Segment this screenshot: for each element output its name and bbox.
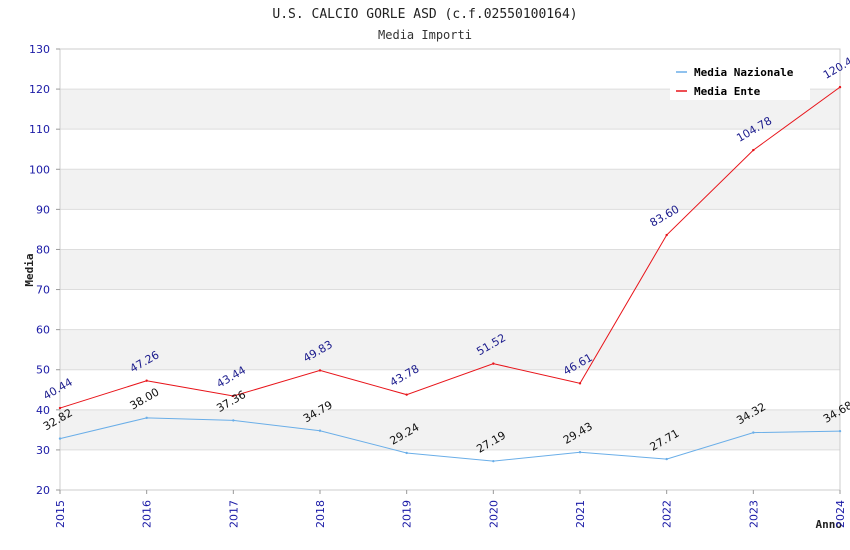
data-point-media-ente bbox=[578, 382, 582, 385]
series-lines bbox=[58, 85, 842, 463]
data-point-media-nazionale bbox=[58, 437, 62, 440]
data-point-media-ente bbox=[58, 406, 62, 410]
legend: Media Nazionale Media Ente bbox=[670, 60, 810, 100]
y-tick-label: 90 bbox=[36, 203, 50, 216]
data-point-media-ente bbox=[318, 369, 322, 372]
chart-title: U.S. CALCIO GORLE ASD (c.f.02550100164) bbox=[272, 7, 577, 22]
x-tick-label: 2020 bbox=[487, 500, 500, 528]
y-tick-label: 110 bbox=[29, 123, 50, 136]
data-point-media-nazionale bbox=[665, 457, 668, 461]
y-tick-label: 50 bbox=[36, 364, 50, 377]
y-tick-label: 130 bbox=[29, 43, 50, 56]
data-label-media-ente: 120.49 bbox=[821, 51, 850, 82]
data-point-media-ente bbox=[405, 393, 408, 396]
series-line-media-ente bbox=[59, 86, 841, 409]
x-axis-title: Anno bbox=[816, 518, 843, 531]
x-tick-label: 2021 bbox=[574, 500, 587, 528]
legend-label-media-nazionale: Media Nazionale bbox=[694, 66, 794, 79]
data-point-media-ente bbox=[232, 394, 235, 398]
y-tick-label: 60 bbox=[36, 324, 50, 337]
data-point-media-nazionale bbox=[405, 451, 408, 455]
grid-band bbox=[60, 329, 840, 370]
y-tick-label: 100 bbox=[29, 163, 50, 176]
data-point-media-nazionale bbox=[752, 431, 755, 434]
x-tick-label: 2015 bbox=[54, 500, 67, 528]
x-tick-label: 2024 bbox=[834, 500, 847, 528]
y-axis-title: Media bbox=[23, 253, 36, 286]
data-point-media-ente bbox=[492, 362, 495, 365]
y-axis-ticks: 20 30 40 50 60 70 80 90 100 110 120 130 bbox=[29, 43, 60, 497]
x-tick-label: 2019 bbox=[401, 500, 414, 528]
data-point-media-nazionale bbox=[492, 459, 495, 463]
y-tick-label: 20 bbox=[36, 484, 50, 497]
grid-band bbox=[60, 249, 840, 290]
data-point-media-nazionale bbox=[318, 429, 322, 432]
data-point-media-ente bbox=[145, 379, 148, 382]
x-axis-ticks: 2015 2016 2017 2018 2019 2020 2021 2022 2023 2024 bbox=[54, 490, 847, 528]
y-tick-label: 30 bbox=[36, 444, 50, 457]
legend-label-media-ente: Media Ente bbox=[694, 85, 761, 98]
data-label-media-ente: 40.44 bbox=[41, 376, 75, 403]
data-label-media-nazionale: 38.00 bbox=[128, 385, 162, 412]
legend-box bbox=[670, 60, 810, 100]
grid-bands bbox=[60, 89, 840, 450]
data-point-media-ente bbox=[752, 148, 755, 152]
x-tick-label: 2023 bbox=[747, 500, 760, 528]
data-point-media-nazionale bbox=[232, 419, 235, 422]
data-point-media-nazionale bbox=[838, 429, 842, 433]
x-tick-label: 2018 bbox=[314, 500, 327, 528]
plot-frame bbox=[59, 48, 841, 491]
x-tick-label: 2016 bbox=[141, 500, 154, 528]
x-tick-label: 2017 bbox=[227, 500, 240, 528]
data-point-media-ente bbox=[665, 233, 668, 237]
y-tick-label: 120 bbox=[29, 83, 50, 96]
grid-band bbox=[60, 169, 840, 210]
series-line-media-nazionale bbox=[59, 417, 841, 462]
y-tick-label: 40 bbox=[36, 404, 50, 417]
data-point-media-nazionale bbox=[145, 416, 148, 420]
chart-subtitle: Media Importi bbox=[378, 28, 472, 42]
y-tick-label: 80 bbox=[36, 243, 50, 256]
y-tick-label: 70 bbox=[36, 284, 50, 297]
data-point-media-ente bbox=[838, 85, 842, 89]
grid-band bbox=[60, 409, 840, 450]
x-tick-label: 2022 bbox=[661, 500, 674, 528]
data-point-media-nazionale bbox=[578, 450, 582, 454]
